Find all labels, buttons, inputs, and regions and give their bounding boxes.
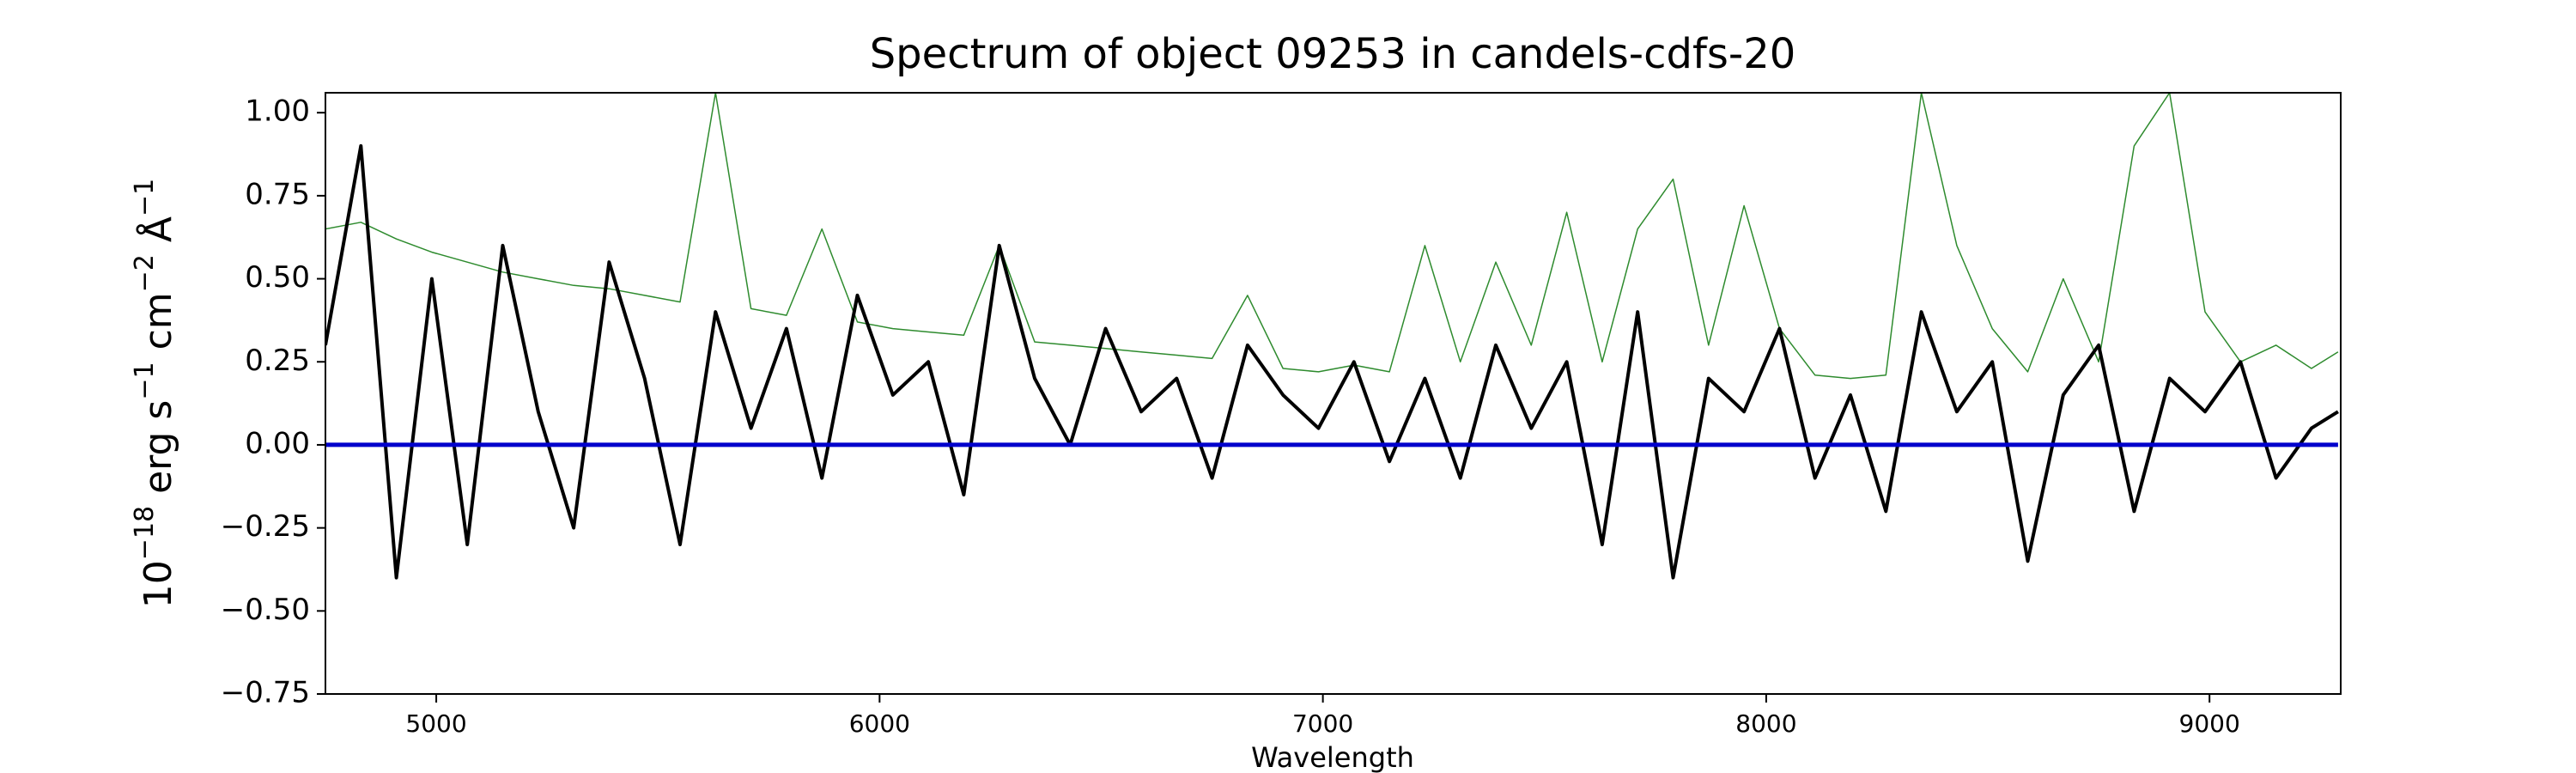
y-axis-label-part: 10 bbox=[137, 560, 180, 608]
x-tick-label: 5000 bbox=[405, 709, 466, 738]
plot-frame bbox=[325, 92, 2342, 695]
y-axis-label-part: −1 bbox=[130, 362, 160, 399]
x-tick-label: 7000 bbox=[1292, 709, 1353, 738]
y-tick-label: 0.75 bbox=[245, 177, 310, 211]
y-axis-label-part: −1 bbox=[130, 179, 160, 216]
y-tick-label: 1.00 bbox=[245, 94, 310, 129]
y-tick-label: −0.75 bbox=[221, 676, 310, 710]
y-axis-label-part: −2 bbox=[130, 254, 160, 292]
y-axis-label-part: −18 bbox=[130, 506, 160, 560]
y-axis-label-part: cm bbox=[137, 292, 180, 362]
x-tick-label: 8000 bbox=[1735, 709, 1796, 738]
x-tick-label: 9000 bbox=[2179, 709, 2240, 738]
y-tick-label: 0.50 bbox=[245, 260, 310, 295]
y-tick-label: 0.00 bbox=[245, 426, 310, 460]
chart-title: Spectrum of object 09253 in candels-cdfs… bbox=[870, 30, 1796, 78]
y-axis-label-part: erg s bbox=[137, 400, 180, 506]
series-line bbox=[325, 143, 2339, 580]
x-axis-label: Wavelength bbox=[1251, 741, 1414, 773]
series-line bbox=[325, 93, 2339, 380]
y-axis-label: 10−18 erg s−1 cm−2 Å−1 bbox=[130, 179, 180, 608]
y-tick-label: 0.25 bbox=[245, 344, 310, 378]
x-tick-label: 6000 bbox=[849, 709, 910, 738]
y-tick-label: −0.25 bbox=[221, 509, 310, 544]
y-tick-label: −0.50 bbox=[221, 593, 310, 627]
y-axis-label-part: Å bbox=[135, 216, 180, 254]
